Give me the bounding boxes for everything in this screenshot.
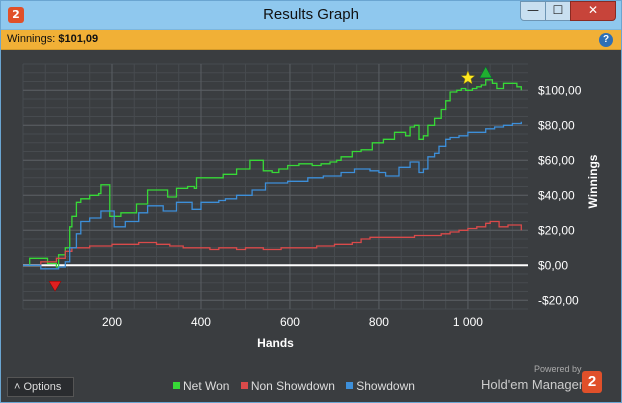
brand-logo-icon: 2 — [582, 371, 602, 393]
max-marker[interactable] — [479, 66, 493, 78]
winnings-bar: Winnings: $101,09 ? — [1, 30, 621, 50]
y-axis-label: Winnings — [586, 154, 600, 208]
x-tick-label: 800 — [369, 315, 389, 329]
maximize-button[interactable]: ☐ — [545, 1, 571, 21]
winnings-summary: Winnings: $101,09 — [7, 33, 98, 45]
series-line-net-won[interactable] — [23, 79, 522, 268]
legend-label-non-showdown: Non Showdown — [250, 379, 335, 393]
x-axis-label: Hands — [257, 336, 294, 350]
title-bar[interactable]: 2 Results Graph — ☐ ✕ — [1, 1, 621, 30]
legend-label-showdown: Showdown — [356, 379, 415, 393]
winnings-label: Winnings: — [7, 33, 56, 45]
close-button[interactable]: ✕ — [570, 1, 616, 21]
brand-name: Hold'em Manager — [481, 377, 584, 392]
legend-swatch-non-showdown — [240, 382, 248, 389]
footer: ˄ Options Net Won Non Showdown Showdown … — [1, 364, 621, 402]
chevron-up-icon: ˄ — [14, 381, 21, 393]
x-tick-label: 600 — [280, 315, 300, 329]
y-tick-label: $80,00 — [538, 118, 575, 132]
powered-by-text: Powered by — [534, 364, 582, 374]
y-tick-label: $0,00 — [538, 258, 568, 272]
winnings-value: $101,09 — [58, 33, 99, 45]
y-tick-label: $20,00 — [538, 223, 575, 237]
legend-item-non-showdown[interactable]: Non Showdown — [240, 379, 335, 393]
x-tick-label: 200 — [102, 315, 122, 329]
series-line-showdown[interactable] — [23, 121, 522, 270]
help-icon[interactable]: ? — [599, 33, 613, 47]
x-tick-label: 1 000 — [453, 315, 483, 329]
chart-legend: Net Won Non Showdown Showdown — [173, 379, 423, 393]
y-tick-label: -$20,00 — [538, 293, 579, 307]
x-tick-label: 400 — [191, 315, 211, 329]
options-label: Options — [23, 381, 62, 393]
star-marker[interactable] — [460, 70, 476, 85]
app-logo-icon: 2 — [8, 7, 24, 23]
legend-item-net-won[interactable]: Net Won — [173, 379, 229, 393]
results-chart[interactable]: 200 400 600 800 1 000 -$20,00 $0,00 $20,00 $40,0… — [1, 51, 621, 371]
minimize-button[interactable]: — — [520, 1, 546, 21]
legend-label-net-won: Net Won — [183, 379, 230, 393]
legend-swatch-showdown — [346, 382, 354, 389]
min-marker[interactable] — [48, 281, 62, 292]
legend-item-showdown[interactable]: Showdown — [346, 379, 415, 393]
y-tick-label: $40,00 — [538, 188, 575, 202]
options-button[interactable]: ˄ Options — [7, 377, 74, 397]
legend-swatch-net-won — [173, 382, 180, 389]
window-title: Results Graph — [263, 6, 359, 23]
series-line-non-showdown[interactable] — [23, 220, 522, 266]
y-tick-label: $100,00 — [538, 83, 582, 97]
y-tick-label: $60,00 — [538, 153, 575, 167]
